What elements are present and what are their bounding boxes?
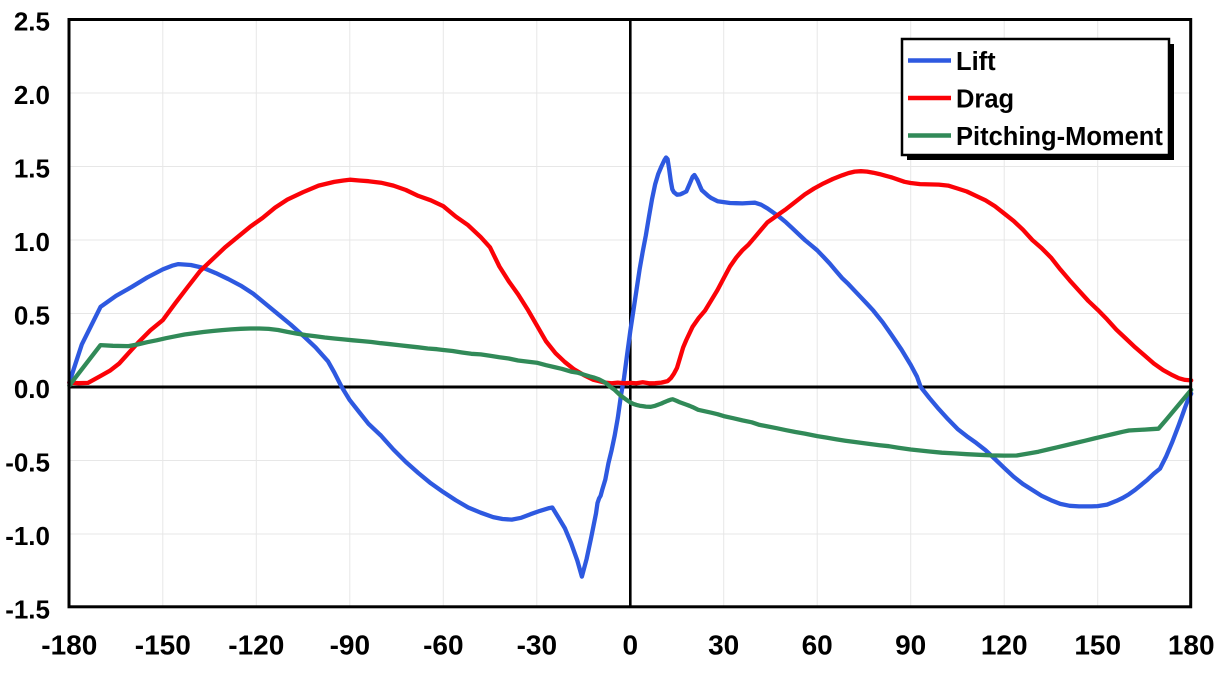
svg-text:-30: -30 <box>517 630 557 661</box>
svg-text:0.5: 0.5 <box>14 301 50 331</box>
svg-text:-180: -180 <box>41 630 97 661</box>
svg-text:2.0: 2.0 <box>14 80 50 110</box>
svg-text:-0.5: -0.5 <box>5 448 50 478</box>
svg-text:1.5: 1.5 <box>14 154 50 184</box>
svg-text:-1.5: -1.5 <box>5 595 50 625</box>
svg-text:150: 150 <box>1074 630 1121 661</box>
svg-text:120: 120 <box>981 630 1028 661</box>
svg-text:30: 30 <box>708 630 739 661</box>
svg-text:60: 60 <box>802 630 833 661</box>
svg-text:-150: -150 <box>135 630 191 661</box>
svg-text:2.5: 2.5 <box>14 7 50 37</box>
svg-text:Lift: Lift <box>956 48 996 76</box>
svg-text:90: 90 <box>895 630 926 661</box>
svg-text:0: 0 <box>623 630 639 661</box>
svg-text:-60: -60 <box>423 630 463 661</box>
svg-text:1.0: 1.0 <box>14 227 50 257</box>
svg-text:-90: -90 <box>330 630 370 661</box>
svg-text:0.0: 0.0 <box>14 374 50 404</box>
svg-text:Drag: Drag <box>956 86 1014 114</box>
svg-text:Pitching-Moment: Pitching-Moment <box>956 123 1163 151</box>
svg-text:-120: -120 <box>228 630 284 661</box>
svg-text:180: 180 <box>1168 630 1215 661</box>
svg-text:-1.0: -1.0 <box>5 521 50 551</box>
